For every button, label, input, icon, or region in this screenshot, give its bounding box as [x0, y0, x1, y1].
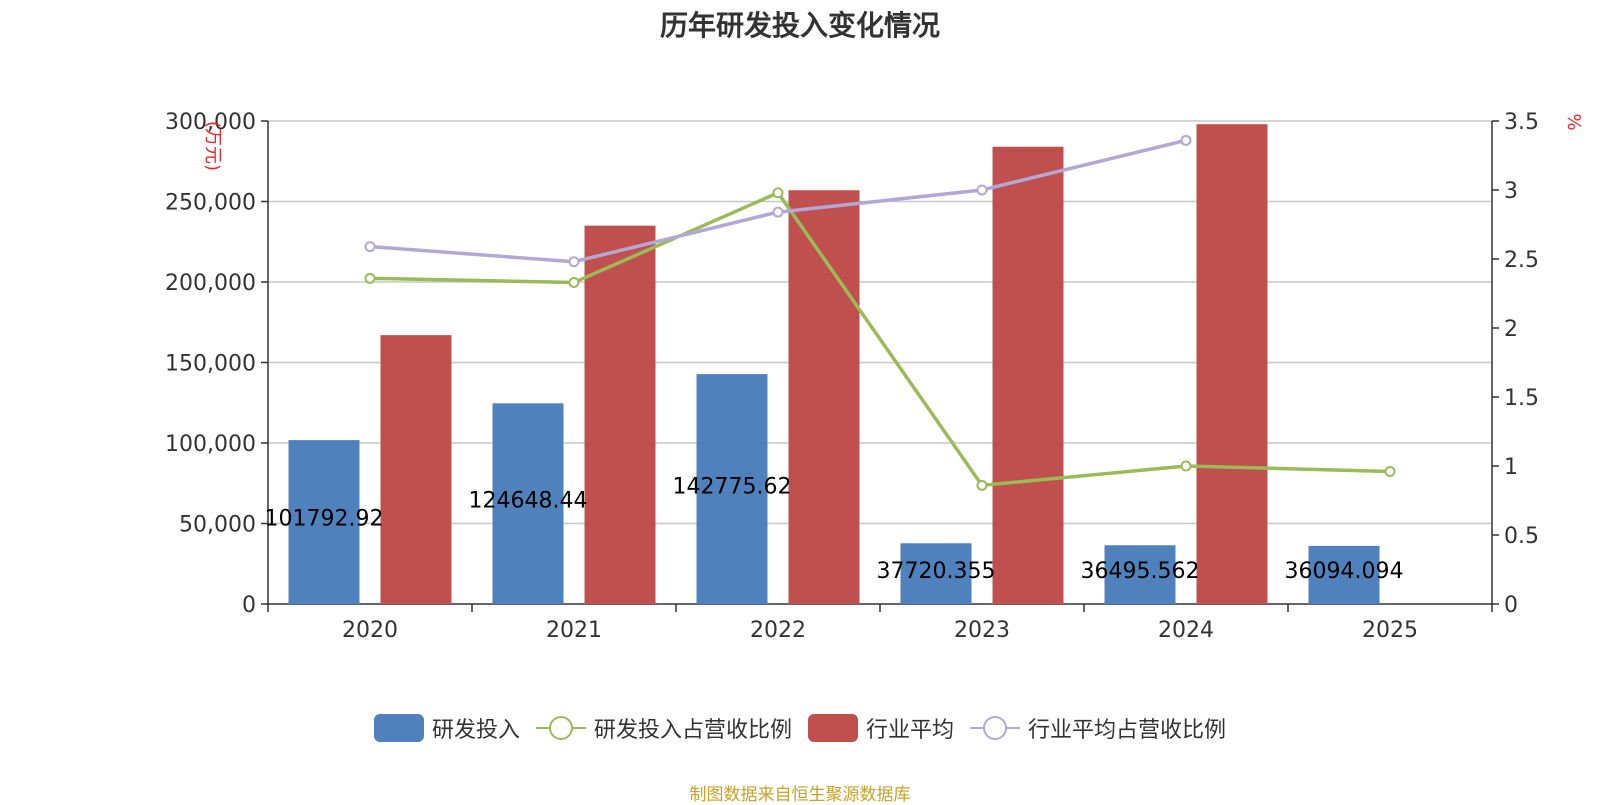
y-left-tick-label: 200,000 — [165, 271, 256, 296]
point-rd-ratio — [1180, 460, 1192, 472]
y-left-tick-label: 100,000 — [165, 432, 256, 457]
x-tick-label: 2020 — [342, 618, 398, 643]
bar-industry-average — [584, 225, 656, 604]
point-rd-ratio — [1384, 466, 1396, 478]
legend-label-rd-ratio: 研发投入占营收比例 — [593, 718, 792, 743]
data-label-rd-investment: 37720.355 — [877, 559, 996, 584]
y-left-tick-label: 150,000 — [165, 352, 256, 377]
legend: 研发投入 研发投入占营收比例 行业平均 行业平均占营收比例 — [0, 712, 1600, 744]
y-right-tick-label: 3.5 — [1504, 110, 1539, 135]
bar-rd-investment — [696, 374, 768, 604]
y-right-tick-label: 2 — [1504, 317, 1518, 342]
y-right-tick-label: 1 — [1504, 455, 1518, 480]
y-right-tick-label: 1.5 — [1504, 386, 1539, 411]
bar-rd-investment — [1104, 545, 1176, 604]
legend-label-industry-ratio: 行业平均占营收比例 — [1028, 718, 1227, 743]
y-right-tick-label: 2.5 — [1504, 248, 1539, 273]
y-left-tick-label: 250,000 — [165, 191, 256, 216]
data-label-rd-investment: 101792.92 — [265, 506, 384, 531]
x-tick-label: 2021 — [546, 618, 602, 643]
source-note: 制图数据来自恒生聚源数据库 — [689, 785, 911, 805]
x-tick-label: 2022 — [750, 618, 806, 643]
bar-industry-average — [992, 146, 1064, 604]
y-left-tick-label: 0 — [242, 593, 256, 618]
legend-label-industry-average: 行业平均 — [866, 718, 955, 743]
point-industry-ratio — [772, 206, 784, 218]
point-rd-ratio — [568, 276, 580, 288]
y-left-tick-label: 50,000 — [179, 513, 256, 538]
point-rd-ratio — [976, 479, 988, 491]
data-label-rd-investment: 124648.44 — [469, 489, 588, 514]
data-label-rd-investment: 36094.094 — [1285, 559, 1404, 584]
bar-rd-investment — [492, 403, 564, 604]
y-left-axis-label: (万元) — [202, 121, 223, 171]
point-industry-ratio — [364, 241, 376, 253]
point-rd-ratio — [364, 272, 376, 284]
bar-industry-average — [788, 190, 860, 605]
legend-swatch-industry-ratio — [970, 714, 1021, 742]
x-tick-label: 2024 — [1158, 618, 1214, 643]
y-right-axis-label: % — [1563, 113, 1584, 130]
legend-label-rd-investment: 研发投入 — [431, 718, 520, 743]
point-industry-ratio — [1180, 134, 1192, 146]
y-right-tick-label: 3 — [1504, 179, 1518, 204]
point-industry-ratio — [568, 256, 580, 268]
line-rd-ratio — [369, 191, 1391, 488]
bar-rd-investment — [288, 440, 360, 604]
legend-swatch-rd-ratio — [535, 714, 586, 742]
legend-item-industry-average[interactable]: 行业平均 — [808, 712, 954, 744]
legend-item-rd-ratio[interactable]: 研发投入占营收比例 — [535, 712, 792, 744]
legend-swatch-rd-investment — [373, 714, 424, 742]
data-label-rd-investment: 142775.62 — [673, 475, 792, 500]
bar-rd-investment — [1308, 545, 1380, 604]
y-left-tick-label: 300,000 — [165, 110, 256, 135]
legend-item-industry-ratio[interactable]: 行业平均占营收比例 — [970, 712, 1226, 744]
point-rd-ratio — [772, 187, 784, 199]
chart-title: 历年研发投入变化情况 — [659, 9, 940, 42]
y-right-tick-label: 0 — [1504, 593, 1518, 618]
x-tick-label: 2025 — [1362, 618, 1418, 643]
data-label-rd-investment: 36495.562 — [1081, 559, 1200, 584]
legend-item-rd-investment[interactable]: 研发投入 — [373, 712, 520, 744]
legend-swatch-industry-average — [808, 714, 858, 742]
bar-industry-average — [380, 335, 452, 604]
x-tick-label: 2023 — [954, 618, 1010, 643]
bar-industry-average — [1196, 124, 1268, 604]
y-right-tick-label: 0.5 — [1504, 524, 1539, 549]
bar-rd-investment — [900, 543, 972, 604]
point-industry-ratio — [976, 184, 988, 196]
